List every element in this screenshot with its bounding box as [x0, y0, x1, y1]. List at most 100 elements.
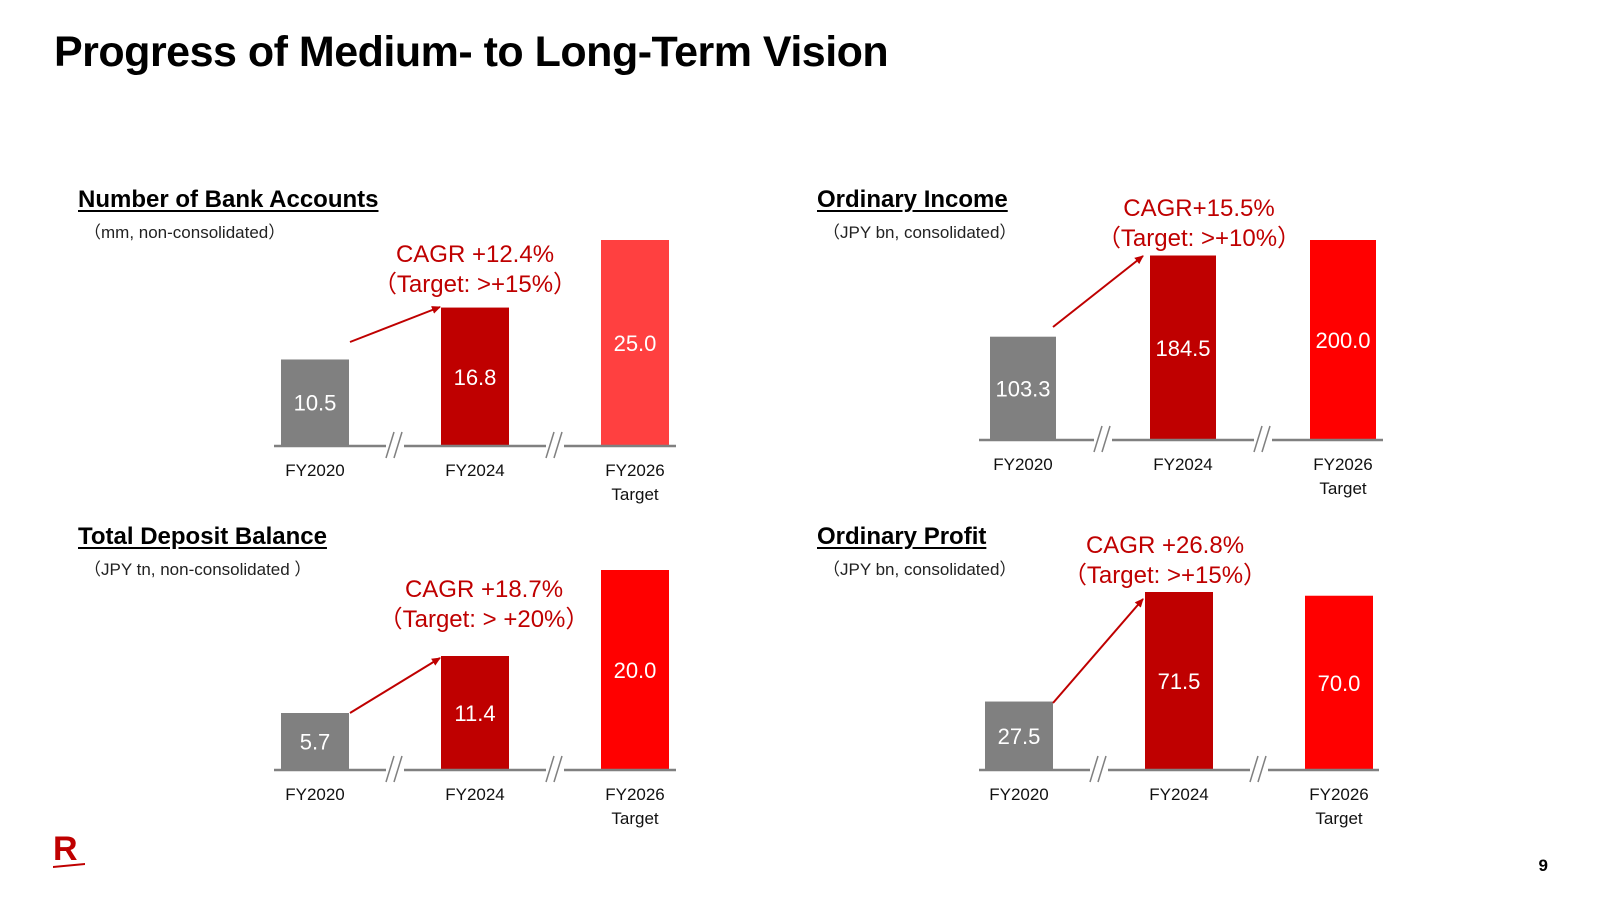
ordinary-profit-chart: 27.5 FY2020 71.5 FY2024 70.0 FY2026 Target CAGR…: [979, 532, 1379, 828]
panel-title: Ordinary Income: [817, 186, 1008, 213]
bar-fy2020: [985, 701, 1053, 770]
bar-fy2024: [1150, 255, 1216, 440]
cagr-arrow: [349, 657, 441, 714]
logo-swoosh: [53, 863, 85, 868]
axis-break-stroke: [385, 755, 395, 783]
category-label: Target: [611, 485, 659, 504]
panel-title: Total Deposit Balance: [78, 523, 327, 550]
axis-break-gap: [1094, 437, 1112, 443]
ordinary-income-chart: 103.3 FY2020 184.5 FY2024 200.0 FY2026 Target C…: [979, 195, 1383, 498]
logo-letter: R: [53, 830, 78, 868]
axis-break-stroke: [553, 431, 563, 459]
cagr-target-label: （Target: > +20%）: [379, 606, 590, 633]
axis-break-icon: [1253, 425, 1272, 453]
rakuten-logo-icon: R: [53, 830, 85, 868]
cagr-target-label: （Target: >+10%）: [1097, 225, 1301, 252]
bar-fy2024: [1145, 592, 1213, 770]
bar-fy2024: [441, 307, 509, 446]
axis-break-icon: [1093, 425, 1112, 453]
cagr-arrow: [1052, 255, 1144, 328]
category-label: Target: [1319, 479, 1367, 498]
value-label: 27.5: [998, 724, 1041, 749]
value-label: 103.3: [995, 376, 1050, 401]
axis-break-gap: [1250, 767, 1268, 773]
cagr-label: CAGR+15.5%: [1123, 195, 1274, 222]
axis-break-icon: [545, 755, 564, 783]
ordinary-profit-panel: Ordinary Profit （JPY bn, consolidated） 2…: [817, 523, 1457, 863]
category-label: FY2026: [605, 785, 665, 804]
bar-fy2024: [441, 656, 509, 770]
category-label: FY2026: [605, 461, 665, 480]
axis-break-gap: [1090, 767, 1108, 773]
panel-title: Number of Bank Accounts: [78, 186, 379, 213]
axis-break-icon: [545, 431, 564, 459]
value-label: 25.0: [614, 331, 657, 356]
bar-fy2026-target: [1310, 240, 1376, 440]
bank-accounts-panel: Number of Bank Accounts （mm, non-consoli…: [78, 186, 718, 526]
category-label: FY2020: [285, 461, 345, 480]
bar-fy2020: [281, 713, 349, 770]
bank-accounts-chart: 10.5 FY2020 16.8 FY2024 25.0 FY2026 Target CAGR…: [274, 240, 676, 504]
cagr-arrow: [1052, 598, 1144, 704]
axis-break-stroke: [1101, 425, 1111, 453]
category-label: FY2024: [445, 785, 505, 804]
page-number: 9: [1538, 856, 1548, 875]
category-label: FY2020: [989, 785, 1049, 804]
bar-fy2020: [990, 336, 1056, 440]
axis-break-icon: [385, 755, 404, 783]
axis-break-icon: [1249, 755, 1268, 783]
deposit-balance-chart: 5.7 FY2020 11.4 FY2024 20.0 FY2026 Target CAGR …: [274, 570, 676, 828]
axis-break-stroke: [393, 755, 403, 783]
axis-break-stroke: [1261, 425, 1271, 453]
value-label: 200.0: [1315, 328, 1370, 353]
bar-fy2026-target: [1305, 595, 1373, 770]
value-label: 11.4: [454, 701, 495, 726]
axis-break-gap: [1254, 437, 1272, 443]
cagr-label: CAGR +26.8%: [1086, 532, 1244, 559]
category-label: Target: [611, 809, 659, 828]
axis-break-stroke: [1253, 425, 1263, 453]
axis-break-icon: [385, 431, 404, 459]
category-label: FY2026: [1309, 785, 1369, 804]
panel-unit: （JPY bn, consolidated）: [823, 560, 1017, 579]
axis-break-gap: [386, 767, 404, 773]
axis-break-icon: [1089, 755, 1108, 783]
category-label: FY2024: [445, 461, 505, 480]
category-label: FY2024: [1153, 455, 1213, 474]
panel-title: Ordinary Profit: [817, 523, 987, 550]
axis-break-gap: [386, 443, 404, 449]
panel-unit: （JPY tn, non-consolidated ）: [84, 560, 312, 579]
axis-break-stroke: [545, 431, 555, 459]
axis-break-stroke: [385, 431, 395, 459]
value-label: 10.5: [294, 391, 337, 416]
axis-break-stroke: [1089, 755, 1099, 783]
cagr-target-label: （Target: >+15%）: [373, 271, 577, 298]
ordinary-income-panel: Ordinary Income （JPY bn, consolidated） 1…: [817, 186, 1457, 526]
cagr-label: CAGR +12.4%: [396, 241, 554, 268]
cagr-target-label: （Target: >+15%）: [1063, 562, 1267, 589]
value-label: 20.0: [614, 658, 657, 683]
axis-break-gap: [546, 767, 564, 773]
category-label: FY2020: [285, 785, 345, 804]
cagr-arrow: [349, 306, 441, 343]
value-label: 5.7: [300, 730, 331, 755]
category-label: FY2020: [993, 455, 1053, 474]
cagr-label: CAGR +18.7%: [405, 576, 563, 603]
category-label: Target: [1315, 809, 1363, 828]
page-title: Progress of Medium- to Long-Term Vision: [54, 28, 889, 76]
value-label: 71.5: [1158, 669, 1201, 694]
axis-break-stroke: [1249, 755, 1259, 783]
axis-break-stroke: [545, 755, 555, 783]
category-label: FY2024: [1149, 785, 1209, 804]
axis-break-stroke: [1093, 425, 1103, 453]
value-label: 16.8: [454, 365, 497, 390]
deposit-balance-panel: Total Deposit Balance （JPY tn, non-conso…: [78, 523, 718, 863]
axis-break-gap: [546, 443, 564, 449]
axis-break-stroke: [1097, 755, 1107, 783]
bar-fy2020: [281, 359, 349, 446]
axis-break-stroke: [393, 431, 403, 459]
panel-unit: （JPY bn, consolidated）: [823, 223, 1017, 242]
bar-fy2026-target: [601, 240, 669, 446]
category-label: FY2026: [1313, 455, 1373, 474]
axis-break-stroke: [1257, 755, 1267, 783]
